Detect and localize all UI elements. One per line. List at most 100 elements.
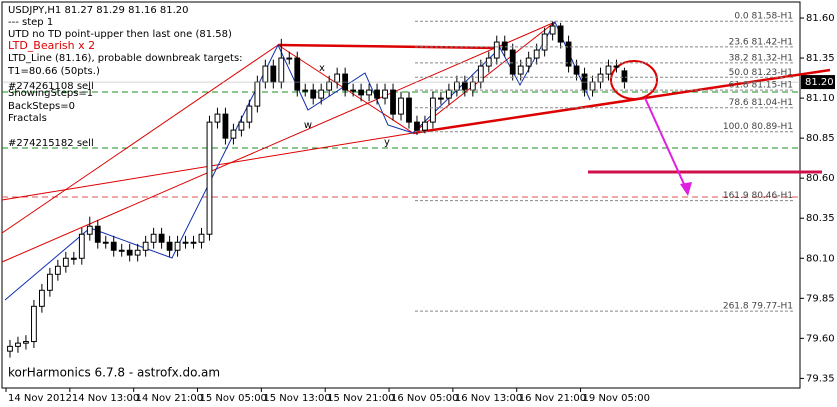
x-tick-label: 15 Nov 13:00: [263, 393, 330, 404]
y-tick-label: 79.60: [806, 333, 835, 344]
candle-body: [39, 289, 45, 307]
candle-body: [302, 89, 309, 92]
candle-body: [15, 342, 21, 347]
candle-body: [621, 70, 628, 83]
annotation: Fractals: [8, 113, 47, 124]
fib-label: 38.2 81.32-H1: [729, 53, 793, 63]
candle-body: [238, 121, 245, 131]
candle-body: [445, 89, 452, 99]
arrow: [644, 97, 689, 194]
candle-body: [214, 113, 221, 123]
candle-body: [430, 97, 436, 123]
marks: [7, 21, 628, 358]
candle-body: [182, 241, 189, 244]
y-tick-label: 81.10: [806, 93, 835, 104]
candle-body: [533, 49, 540, 59]
x-tick-label: 16 Nov 05:00: [391, 393, 458, 404]
candle-body: [198, 233, 205, 243]
candle-body: [398, 97, 404, 115]
y-tick-label: 81.35: [806, 53, 835, 64]
fib-label: 50.0 81.23-H1: [729, 68, 793, 78]
fib-label: 78.6 81.04-H1: [729, 98, 793, 108]
candle-body: [254, 81, 261, 107]
candle-body: [549, 25, 556, 35]
candle-body: [150, 233, 157, 243]
candle-body: [78, 233, 85, 259]
candle-body: [382, 89, 388, 99]
fib-label: 23.6 81.42-H1: [729, 37, 793, 47]
candle-body: [158, 233, 165, 243]
candle-body: [493, 41, 500, 59]
candle-body: [31, 305, 37, 343]
plot-frame: [1, 1, 801, 389]
candle-body: [517, 65, 524, 75]
candle-body: [509, 49, 516, 75]
candle-body: [485, 57, 492, 67]
fib-label: 261.8 79.77-H1: [723, 302, 793, 312]
candle-body: [597, 73, 604, 83]
watermark: korHarmonics 6.7.8 - astrofx.do.am: [8, 366, 220, 380]
highlight-ellipse: [610, 60, 658, 100]
y-tick-label: 80.60: [806, 173, 835, 184]
candle-body: [230, 129, 237, 139]
y-tick-label: 80.35: [806, 213, 835, 224]
arrow-head: [680, 182, 692, 196]
candle-body: [350, 89, 357, 92]
candle-body: [102, 241, 109, 244]
y-tick-label: 81.60: [806, 13, 835, 24]
trend-line: [412, 21, 556, 134]
x-tick-label: 15 Nov 05:00: [200, 393, 267, 404]
candle-body: [573, 65, 580, 75]
fib-label: 0.0 81.58-H1: [734, 12, 793, 22]
y-tick-label: 80.10: [806, 253, 835, 264]
candle-body: [222, 113, 229, 139]
candle-body: [174, 241, 181, 251]
point-label: w: [304, 120, 312, 131]
candle-body: [134, 249, 141, 256]
candle-body: [126, 249, 133, 256]
annotation: BackSteps=0: [8, 101, 75, 112]
candle-body: [453, 81, 460, 91]
candle-body: [94, 225, 101, 243]
candle-body: [294, 57, 301, 91]
fib-label: 161.9 80.46-H1: [723, 191, 793, 201]
last-price-box: [801, 75, 835, 90]
order-label: #274261108 sell: [8, 81, 94, 92]
candle-body: [166, 241, 173, 251]
point-label: y: [384, 137, 390, 148]
candle-body: [262, 65, 269, 83]
candle-body: [461, 81, 468, 91]
fib-label: 61.8 81.15-H1: [729, 81, 793, 91]
candle-body: [190, 241, 197, 244]
y-tick-label: 79.35: [806, 373, 835, 384]
candle-body: [278, 57, 285, 83]
candle-body: [7, 345, 13, 352]
trend-line: [412, 68, 831, 135]
candle-body: [318, 89, 325, 99]
annotation: T1=80.66 (50pts.): [7, 66, 100, 77]
y-tick-label: 79.85: [806, 293, 835, 304]
candle-body: [406, 97, 412, 123]
x-tick-label: 16 Nov 21:00: [519, 393, 586, 404]
signal: LTD_Bearish x 2: [8, 39, 95, 52]
candle-body: [469, 81, 476, 91]
candle-body: [310, 89, 317, 99]
y-tick-label: 80.85: [806, 133, 835, 144]
candle-body: [366, 89, 372, 96]
annotation: ShowingSteps=1: [8, 88, 93, 99]
candle-body: [326, 81, 333, 91]
candle-body: [118, 249, 125, 252]
last-price-label: 81.20: [805, 77, 834, 88]
candle-body: [142, 241, 149, 251]
candle-body: [270, 65, 277, 83]
candle-body: [557, 25, 564, 43]
trend-lines: [1, 20, 831, 301]
candle-body: [286, 57, 293, 60]
candle-body: [46, 273, 53, 291]
candle-body: [414, 121, 420, 131]
candle-body: [62, 257, 69, 267]
candle-body: [390, 89, 396, 115]
candle-body: [54, 265, 61, 275]
candle-body: [70, 257, 77, 260]
